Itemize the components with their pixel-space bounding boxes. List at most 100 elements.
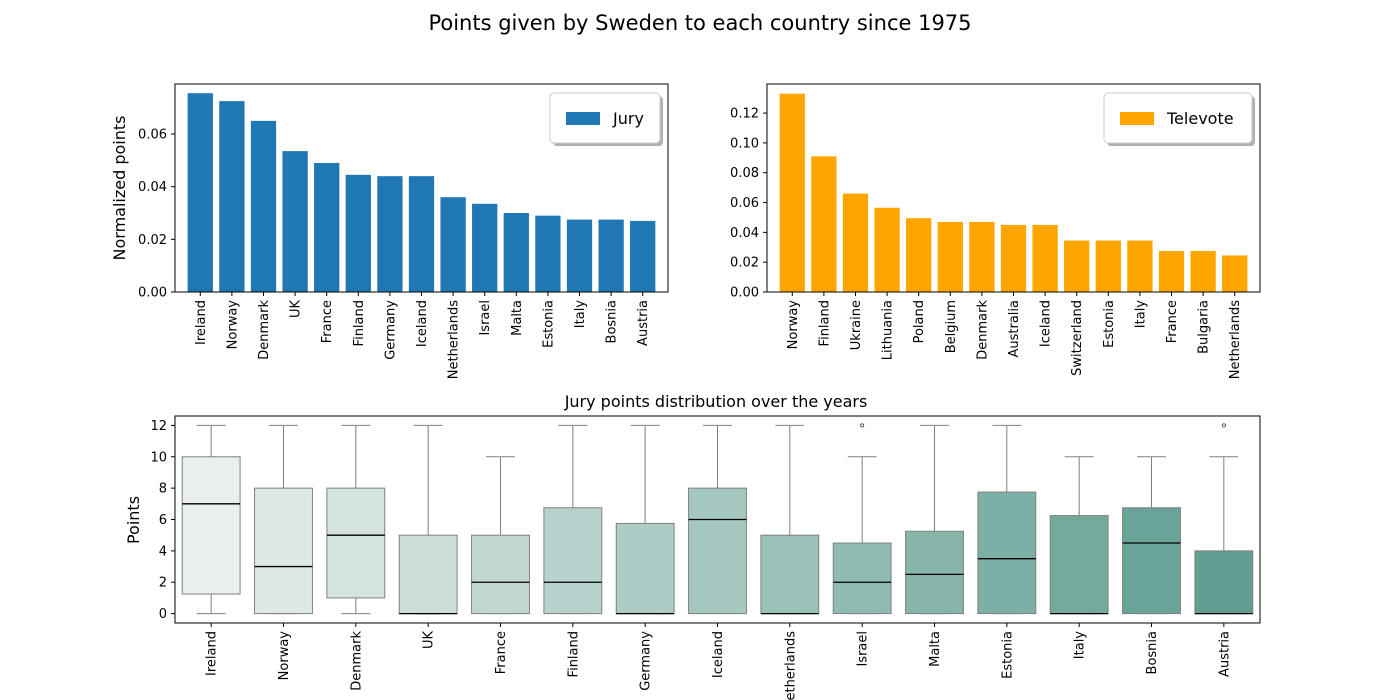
televote-bar-australia — [1000, 224, 1027, 292]
televote-xtick-label: Australia — [1007, 300, 1022, 358]
box-malta-body — [905, 530, 964, 615]
televote-bar-bulgaria — [1190, 250, 1216, 292]
jury-xtick-label: Austria — [636, 300, 651, 346]
box-france — [471, 456, 530, 615]
televote-bar-estonia — [1095, 240, 1121, 292]
jury-bar-austria — [630, 220, 656, 292]
televote-bar-norway — [779, 93, 805, 292]
televote-xtick-label: Belgium — [944, 300, 959, 353]
jury-bar-denmark — [250, 120, 277, 293]
jury-xtick-label: Malta — [510, 300, 525, 336]
televote-xtick-label: Italy — [1133, 300, 1148, 329]
jury-xtick-label: Netherlands — [447, 300, 462, 379]
televote-ytick-label: 0.04 — [730, 226, 759, 241]
box-xtick-label: Israel — [856, 631, 871, 667]
jury-xtick-label: Denmark — [257, 300, 272, 360]
box-ireland — [181, 424, 241, 615]
box-finland — [543, 424, 603, 615]
box-estonia — [977, 424, 1037, 615]
jury-bar-israel — [472, 203, 498, 292]
televote-bar-finland — [811, 156, 837, 292]
jury-ytick-label: 0.02 — [138, 233, 167, 248]
televote-bar-netherlands — [1222, 255, 1248, 292]
box-bosnia — [1122, 456, 1181, 615]
jury-legend-swatch — [566, 112, 600, 125]
box-netherlands — [760, 424, 820, 615]
box-iceland — [688, 424, 747, 615]
televote-bar-italy — [1127, 240, 1153, 292]
box-xtick-label: Bosnia — [1145, 631, 1160, 674]
jury-bar-netherlands — [440, 197, 466, 292]
figure-title: Points given by Sweden to each country s… — [428, 11, 971, 35]
televote-bar-belgium — [937, 221, 963, 292]
box-netherlands-body — [760, 534, 820, 615]
box-ytick-label: 2 — [159, 576, 167, 591]
jury-bar-france — [314, 162, 340, 292]
box-ytick-label: 6 — [159, 513, 167, 528]
box-norway — [254, 424, 313, 615]
jury-xtick-label: France — [320, 300, 335, 343]
jury-xtick-label: Bosnia — [605, 300, 620, 343]
televote-bar-ukraine — [842, 193, 869, 292]
box-uk-body — [398, 534, 458, 615]
box-xtick-label: Ireland — [205, 631, 220, 676]
box-ireland-body — [181, 456, 241, 595]
jury-xtick-label: Finland — [352, 300, 367, 346]
box-xtick-label: Estonia — [1000, 631, 1015, 679]
jury-bar-malta — [503, 213, 529, 292]
jury-ytick-label: 0.04 — [138, 180, 167, 195]
jury-legend — [549, 92, 661, 144]
televote-xtick-label: Bulgaria — [1197, 300, 1212, 354]
box-uk — [398, 424, 458, 615]
jury-bar-norway — [219, 101, 245, 292]
jury-xtick-label: Iceland — [415, 300, 430, 347]
box-france-body — [471, 534, 530, 615]
jury-xtick-label: Germany — [383, 300, 398, 360]
box-denmark-body — [326, 487, 386, 599]
box-germany — [615, 424, 675, 615]
box-norway-body — [254, 487, 313, 615]
box-ylabel: Points — [124, 496, 143, 544]
televote-ytick-label: 0.08 — [730, 166, 759, 181]
televote-ytick-label: 0.00 — [730, 286, 759, 301]
jury-ylabel: Normalized points — [110, 116, 129, 261]
box-israel-body — [832, 542, 892, 615]
jury-bar-uk — [282, 151, 308, 292]
box-ytick-label: 0 — [159, 607, 167, 622]
jury-bar-germany — [377, 176, 403, 292]
box-xtick-label: Denmark — [349, 631, 364, 691]
box-xtick-label: Malta — [928, 631, 943, 667]
jury-xtick-label: Norway — [225, 300, 240, 350]
box-ytick-label: 4 — [159, 544, 167, 559]
box-germany-body — [615, 522, 675, 615]
jury-xtick-label: Italy — [573, 300, 588, 329]
televote-bar-iceland — [1032, 224, 1058, 292]
televote-legend-label: Televote — [1166, 109, 1234, 128]
jury-bar-italy — [566, 219, 593, 292]
televote-ytick-label: 0.10 — [730, 136, 759, 151]
box-xtick-label: Iceland — [711, 631, 726, 678]
box-austria-body — [1194, 550, 1254, 615]
box-xtick-label: UK — [422, 631, 437, 650]
box-ytick-label: 10 — [150, 450, 167, 465]
televote-xtick-label: Estonia — [1102, 300, 1117, 348]
box-austria-flier — [1221, 423, 1226, 428]
televote-xtick-label: Iceland — [1039, 300, 1054, 347]
box-xtick-label: Netherlands — [783, 631, 798, 700]
box-bosnia-body — [1122, 507, 1181, 615]
box-israel-flier — [860, 423, 865, 428]
box-denmark — [326, 424, 386, 615]
box-israel — [832, 423, 892, 615]
box-austria — [1194, 423, 1254, 615]
box-finland-body — [543, 507, 603, 615]
televote-bar-france — [1158, 250, 1185, 292]
box-ytick-label: 12 — [150, 419, 167, 434]
jury-xtick-label: UK — [289, 300, 304, 319]
box-xtick-label: Norway — [277, 631, 292, 681]
jury-bar-iceland — [408, 176, 435, 292]
televote-xtick-label: Denmark — [975, 300, 990, 360]
jury-bar-ireland — [187, 93, 213, 293]
box-iceland-body — [688, 487, 747, 615]
televote-legend-swatch — [1120, 112, 1154, 125]
